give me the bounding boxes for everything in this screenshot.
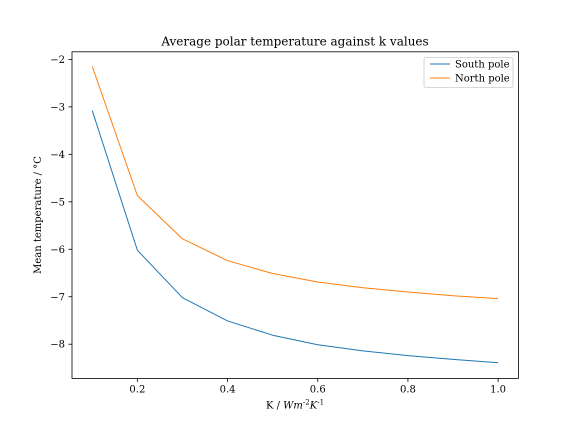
x-axis-ticks: 0.2 0.4 0.6 0.8 1.0 [129,378,506,395]
x-tick-label: 0.6 [310,384,326,395]
legend-label-1: South pole [455,60,510,71]
x-tick-label: 1.0 [490,384,506,395]
x-tick-label: 0.8 [400,384,416,395]
series-line-2 [91,66,499,300]
y-tick-label: −6 [50,245,65,256]
y-axis-ticks: −2 −3 −4 −5 −6 −7 −8 [50,55,72,351]
y-tick-label: −5 [50,197,65,208]
y-tick-label: −3 [50,102,65,113]
plot-frame [71,51,519,379]
series-line-1 [91,110,499,364]
chart-title: Average polar temperature against k valu… [160,35,428,49]
y-tick-label: −7 [50,292,65,303]
x-tick-label: 0.2 [129,384,145,395]
y-tick-label: −2 [50,55,65,66]
x-tick-label: 0.4 [220,384,236,395]
legend-label-2: North pole [455,74,510,85]
x-axis-label: K / Wm-2K-1 [266,399,324,412]
y-tick-label: −8 [50,340,65,351]
legend: South pole North pole [423,57,514,88]
y-axis-label: Mean temperature / °C [33,156,44,274]
plot-lines [91,66,499,364]
y-tick-label: −4 [50,150,65,161]
legend-box [423,57,514,88]
